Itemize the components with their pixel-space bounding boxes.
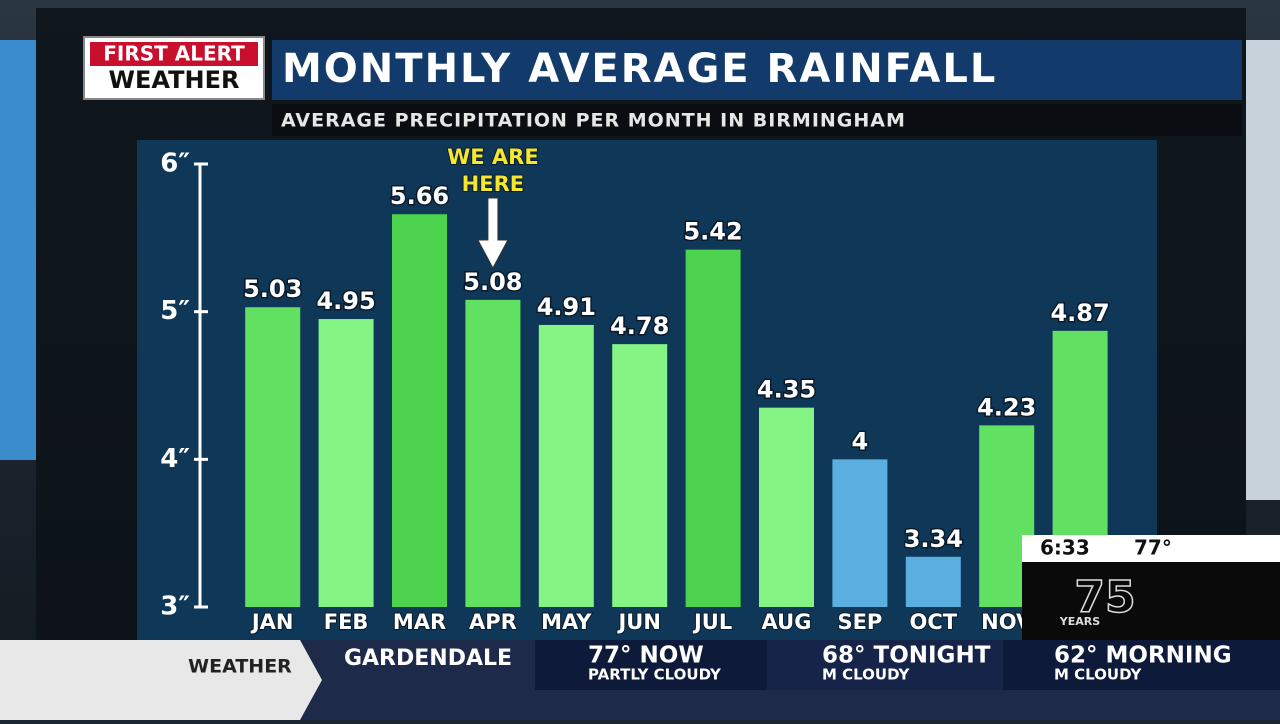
value-label: 4.91 (537, 293, 596, 321)
x-tick-label: JUL (692, 610, 732, 634)
value-label: 5.66 (390, 182, 449, 210)
clock-time: 6:33 (1040, 536, 1090, 560)
bar (392, 214, 447, 607)
ticker-headline: 77° NOW (588, 643, 704, 669)
value-label: 5.08 (463, 268, 522, 296)
x-tick-label: AUG (762, 610, 812, 634)
x-tick-label: MAY (541, 610, 592, 634)
annotation: HERE (462, 172, 524, 196)
y-tick-label: 4″ (160, 444, 190, 474)
bar (685, 249, 741, 607)
value-label: 4.87 (1050, 299, 1109, 327)
value-label: 3.34 (904, 525, 963, 553)
bar (538, 324, 594, 607)
logo-text: WEATHER (109, 66, 240, 94)
annotation: WE ARE (447, 145, 539, 169)
bar (905, 556, 961, 607)
bar (245, 307, 301, 607)
section-tab (0, 640, 322, 720)
value-label: 5.42 (683, 218, 742, 246)
x-tick-label: JUN (616, 610, 660, 634)
value-label: 4.95 (316, 287, 375, 315)
ticker-location: GARDENDALE (344, 646, 512, 671)
ticker-cell (767, 640, 1003, 690)
subtitle-bar (272, 104, 1242, 136)
x-tick-label: APR (469, 610, 517, 634)
chart-title: MONTHLY AVERAGE RAINFALL (282, 46, 997, 92)
x-tick-label: FEB (324, 610, 369, 634)
ticker-detail: M CLOUDY (1054, 666, 1142, 684)
y-tick-label: 3″ (160, 592, 190, 622)
value-label: 4.78 (610, 312, 669, 340)
anniversary-number: 75 (1074, 572, 1135, 623)
value-label: 4.35 (757, 376, 816, 404)
anniversary-unit: YEARS (1059, 615, 1100, 628)
clock-temp: 77° (1134, 536, 1172, 560)
bar (465, 299, 521, 607)
side-wall (0, 40, 36, 460)
value-label: 5.03 (243, 275, 302, 303)
y-tick-label: 6″ (160, 149, 190, 179)
x-tick-label: MAR (393, 610, 446, 634)
x-tick-label: OCT (910, 610, 958, 634)
ticker-cell (1003, 640, 1280, 690)
bar (612, 344, 668, 607)
annotation-arrow (477, 197, 509, 270)
ticker-cell (535, 640, 767, 690)
bar (318, 319, 374, 607)
ticker-section: WEATHER (188, 656, 292, 678)
y-tick-label: 5″ (160, 296, 190, 326)
side-wall (1246, 40, 1280, 500)
logo-text: FIRST ALERT (103, 42, 245, 66)
x-tick-label: JAN (250, 610, 294, 634)
ticker-headline: 62° MORNING (1054, 643, 1232, 669)
x-tick-label: SEP (837, 610, 882, 634)
logo-band (90, 42, 258, 66)
value-label: 4.23 (977, 393, 1036, 421)
bar (759, 407, 814, 607)
clock-bar (1022, 535, 1280, 562)
title-bar (272, 40, 1242, 100)
chart-subtitle: AVERAGE PRECIPITATION PER MONTH IN BIRMI… (281, 110, 906, 132)
anniversary-box (1022, 562, 1280, 640)
bar (832, 459, 888, 607)
ticker-detail: M CLOUDY (822, 666, 910, 684)
value-label: 4 (852, 427, 869, 455)
ticker-detail: PARTLY CLOUDY (588, 666, 722, 684)
ticker-headline: 68° TONIGHT (822, 643, 991, 669)
